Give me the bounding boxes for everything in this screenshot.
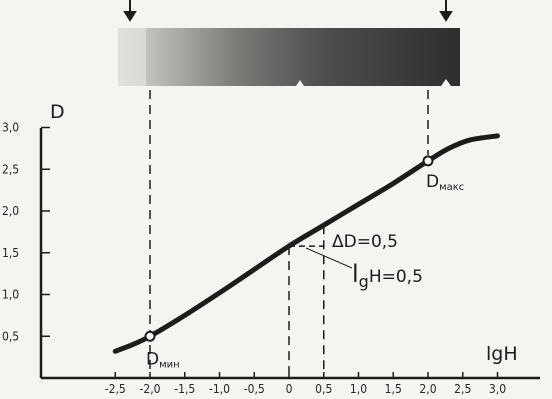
- x-tick-label: 2,0: [419, 382, 436, 396]
- x-tick-label: -0,5: [244, 382, 265, 396]
- x-tick-label: 0,5: [315, 382, 332, 396]
- x-tick-label: 1,5: [385, 382, 402, 396]
- x-tick-label: 0: [286, 382, 293, 396]
- x-tick-label: -1,0: [209, 382, 230, 396]
- delta-lgh-g: g: [359, 272, 369, 291]
- y-tick-label: 2,0: [2, 204, 19, 218]
- y-tick-label: 1,5: [2, 246, 19, 260]
- x-tick-label: 1,0: [350, 382, 367, 396]
- y-tick-label: 3,0: [2, 121, 19, 135]
- delta-d-label: ΔD=0,5: [332, 232, 398, 252]
- delta-lgh-leader: [305, 247, 353, 269]
- wedge-marker-mid: [296, 80, 304, 86]
- delta-lgh-l: l: [352, 260, 359, 288]
- wedge-marker-right: [441, 79, 451, 86]
- curve-point-мин: [144, 330, 156, 342]
- delta-lgh-label: lgH=0,5: [352, 260, 423, 291]
- delta-lgh-rest: H=0,5: [369, 267, 423, 287]
- x-tick-label: -1,5: [174, 382, 195, 396]
- x-tick-label: -2,5: [105, 382, 126, 396]
- x-tick-label: 2,5: [454, 382, 471, 396]
- y-axis-title: D: [50, 101, 65, 123]
- step-wedge-light-end: [118, 28, 146, 86]
- curve-point-макс: [422, 155, 434, 167]
- step-wedge: [118, 28, 460, 86]
- wedge-arrow-right: [439, 0, 453, 22]
- y-tick-label: 1,0: [2, 288, 19, 302]
- point-label-мин: Dмин: [146, 349, 180, 370]
- x-axis-title: lgH: [486, 343, 518, 365]
- y-tick-label: 2,5: [2, 162, 19, 176]
- wedge-arrow-left: [123, 0, 137, 22]
- x-tick-label: 3,0: [489, 382, 506, 396]
- point-label-макс: Dмакс: [426, 172, 464, 193]
- x-tick-label: -2,0: [139, 382, 160, 396]
- density-curve: [112, 133, 500, 354]
- y-tick-label: 0,5: [2, 329, 19, 343]
